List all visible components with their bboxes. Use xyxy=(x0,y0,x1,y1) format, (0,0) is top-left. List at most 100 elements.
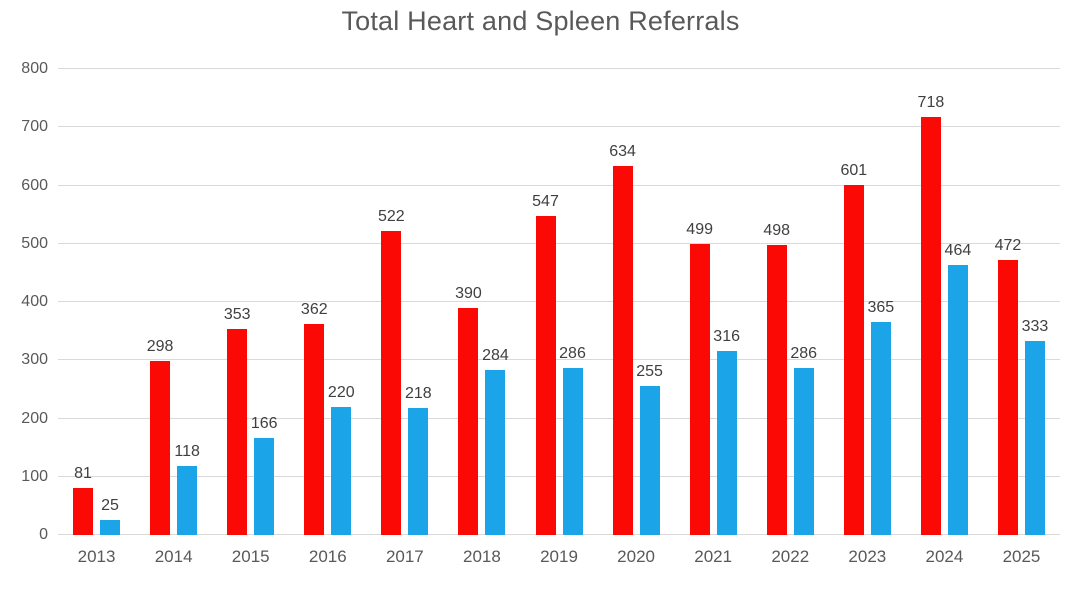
series-blue-bar: 365 xyxy=(867,299,894,535)
data-label: 298 xyxy=(146,338,174,356)
bar-group: 499 316 xyxy=(675,69,752,535)
bar-group: 362 220 xyxy=(289,69,366,535)
data-label: 286 xyxy=(559,345,586,363)
data-label: 718 xyxy=(917,93,945,111)
bar-group: 601 365 xyxy=(829,69,906,535)
series-red-bar: 634 xyxy=(609,143,636,535)
series-blue-bar: 286 xyxy=(559,345,586,535)
data-label: 547 xyxy=(532,193,559,211)
bar-group: 498 286 xyxy=(752,69,829,535)
data-label: 464 xyxy=(944,241,972,259)
y-axis: 0 100 200 300 400 500 600 700 800 xyxy=(0,0,48,590)
data-label: 166 xyxy=(250,415,278,433)
bar-group: 81 25 xyxy=(58,69,135,535)
data-label: 286 xyxy=(790,345,818,363)
x-axis-tick-label: 2014 xyxy=(154,547,193,566)
series-red-bar: 472 xyxy=(995,237,1021,535)
bar-group: 298 118 xyxy=(135,69,212,535)
data-label: 81 xyxy=(74,464,92,482)
x-axis-tick-label: 2017 xyxy=(385,547,424,566)
x-axis-tick-label: 2016 xyxy=(308,547,347,566)
x-axis-tick-label: 2024 xyxy=(925,547,964,566)
series-red-bar: 718 xyxy=(918,94,944,535)
bar-group: 522 218 xyxy=(366,69,443,535)
series-blue-bar: 464 xyxy=(945,242,971,535)
data-label: 353 xyxy=(223,306,251,324)
x-axis: 2013 2014 2015 2016 2017 2018 2019 2020 2021 2022… xyxy=(58,547,1060,567)
series-red-bar: 81 xyxy=(73,465,94,535)
data-label: 362 xyxy=(300,301,328,319)
y-axis-tick-label: 700 xyxy=(21,118,48,136)
gridline xyxy=(58,242,1060,244)
series-red-bar: 522 xyxy=(378,208,405,535)
x-axis-tick-label: 2018 xyxy=(463,547,501,566)
series-red-bar: 390 xyxy=(455,285,482,535)
series-blue-bar: 218 xyxy=(405,385,432,535)
x-axis-tick-label: 2019 xyxy=(540,547,578,566)
y-axis-tick-label: 200 xyxy=(21,409,48,427)
bar-group: 718 464 xyxy=(906,69,983,535)
x-axis-tick-label: 2021 xyxy=(694,547,733,566)
x-axis-tick-label: 2022 xyxy=(771,547,810,566)
data-label: 390 xyxy=(455,284,482,302)
series-red-bar: 499 xyxy=(686,221,713,535)
bar-group: 353 166 xyxy=(212,69,289,535)
data-label: 118 xyxy=(174,443,200,461)
series-red-bar: 353 xyxy=(224,306,251,535)
x-axis-tick-label: 2020 xyxy=(617,547,655,566)
data-label: 601 xyxy=(840,161,868,179)
y-axis-tick-label: 0 xyxy=(39,526,48,543)
x-axis-tick-label: 2013 xyxy=(77,547,116,566)
y-axis-tick-label: 400 xyxy=(21,293,48,310)
series-blue-bar: 118 xyxy=(174,443,200,535)
y-axis-tick-label: 300 xyxy=(21,351,48,369)
series-red-bar: 601 xyxy=(840,162,867,535)
series-blue-bar: 255 xyxy=(636,363,663,535)
data-label: 25 xyxy=(101,497,119,515)
gridline xyxy=(58,126,1060,128)
x-axis-tick-label: 2025 xyxy=(1002,547,1041,566)
y-axis-tick-label: 800 xyxy=(21,60,48,77)
series-red-bar: 498 xyxy=(763,222,790,535)
series-red-bar: 362 xyxy=(301,301,328,535)
bar-group: 634 255 xyxy=(598,69,675,535)
gridline xyxy=(58,359,1060,361)
data-label: 284 xyxy=(482,346,509,364)
gridline xyxy=(58,301,1060,302)
data-label: 499 xyxy=(686,221,714,239)
plot-area: 81 25 298 118 353 166 362 220 522 218 390 284 547 286… xyxy=(58,68,1060,535)
data-label: 316 xyxy=(713,327,741,345)
series-blue-bar: 25 xyxy=(100,497,121,535)
series-red-bar: 298 xyxy=(147,338,173,535)
series-blue-bar: 316 xyxy=(713,328,740,535)
series-red-bar: 547 xyxy=(532,193,559,535)
series-blue-bar: 286 xyxy=(790,345,817,535)
data-label: 498 xyxy=(763,221,791,239)
series-blue-bar: 284 xyxy=(482,347,509,535)
bar-groups: 81 25 298 118 353 166 362 220 522 218 390 284 547 286… xyxy=(58,69,1060,535)
series-blue-bar: 220 xyxy=(328,384,355,535)
data-label: 333 xyxy=(1021,318,1049,336)
data-label: 472 xyxy=(994,237,1022,255)
gridline xyxy=(58,184,1060,186)
series-blue-bar: 166 xyxy=(251,415,278,535)
data-label: 218 xyxy=(404,385,432,403)
gridline xyxy=(58,475,1060,477)
y-axis-tick-label: 500 xyxy=(21,234,48,252)
data-label: 522 xyxy=(377,207,405,225)
x-axis-tick-label: 2023 xyxy=(848,547,887,566)
data-label: 220 xyxy=(327,383,355,401)
gridline xyxy=(58,417,1060,419)
y-axis-tick-label: 600 xyxy=(21,176,48,194)
series-blue-bar: 333 xyxy=(1022,318,1048,535)
bar-group: 390 284 xyxy=(443,69,520,535)
bar-group: 472 333 xyxy=(983,69,1060,535)
gridline xyxy=(58,534,1060,535)
bar-group: 547 286 xyxy=(520,69,597,535)
data-label: 365 xyxy=(867,299,895,317)
y-axis-tick-label: 100 xyxy=(21,467,48,485)
x-axis-tick-label: 2015 xyxy=(231,547,270,566)
chart-title: Total Heart and Spleen Referrals xyxy=(341,6,740,36)
gridline xyxy=(58,68,1060,69)
